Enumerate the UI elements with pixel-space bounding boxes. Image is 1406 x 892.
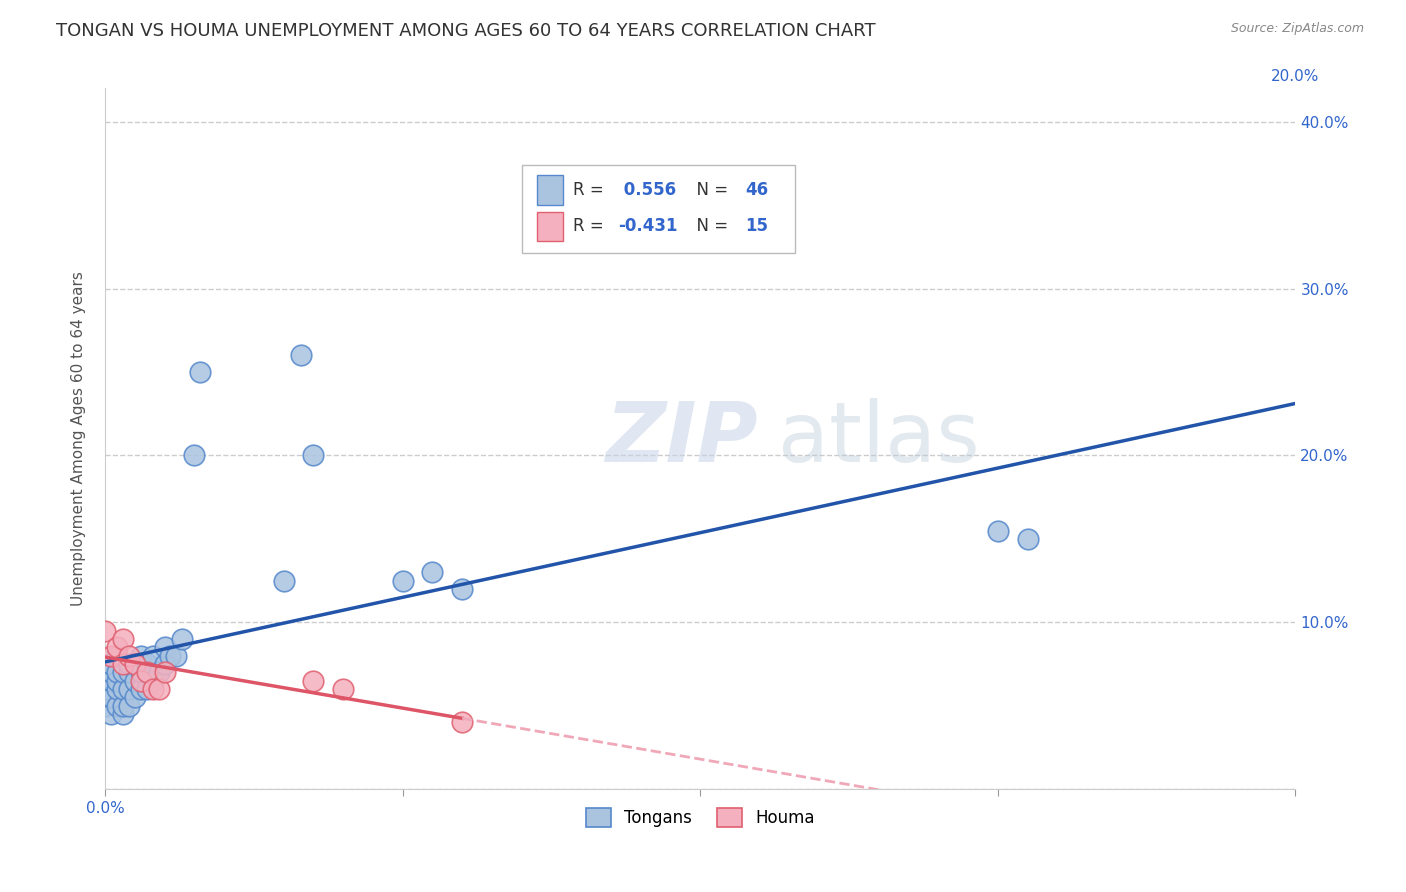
Point (451, 715, 474, 730)
Point (188, 365, 211, 379)
Point (111, 657, 134, 671)
Point (105, 673, 128, 688)
FancyBboxPatch shape (537, 176, 564, 205)
Point (124, 657, 146, 671)
Point (129, 648, 152, 663)
Point (153, 657, 176, 671)
Point (105, 640, 128, 655)
Text: N =: N = (686, 218, 734, 235)
Point (118, 698, 141, 713)
Text: R =: R = (572, 181, 609, 199)
Point (332, 682, 354, 697)
Point (159, 648, 181, 663)
Point (142, 682, 165, 697)
FancyBboxPatch shape (522, 166, 796, 253)
Point (105, 648, 128, 663)
Point (135, 682, 157, 697)
Point (94, 624, 117, 638)
Point (100, 648, 122, 663)
Point (135, 665, 157, 680)
Point (135, 657, 157, 671)
Text: -0.431: -0.431 (619, 218, 678, 235)
Point (100, 657, 122, 671)
Point (118, 648, 141, 663)
Point (391, 574, 413, 588)
Point (451, 582, 474, 596)
Point (100, 707, 122, 722)
Text: ZIP: ZIP (605, 399, 758, 479)
Point (94, 682, 117, 697)
Point (118, 682, 141, 697)
Point (124, 673, 146, 688)
Point (100, 673, 122, 688)
Text: TONGAN VS HOUMA UNEMPLOYMENT AMONG AGES 60 TO 64 YEARS CORRELATION CHART: TONGAN VS HOUMA UNEMPLOYMENT AMONG AGES … (56, 22, 876, 40)
Point (290, 348, 312, 362)
Point (105, 682, 128, 697)
Point (124, 657, 146, 671)
Point (118, 657, 141, 671)
Point (142, 648, 165, 663)
Point (987, 524, 1010, 538)
Point (148, 665, 170, 680)
Point (142, 673, 165, 688)
Point (165, 648, 187, 663)
Point (302, 673, 325, 688)
Legend: Tongans, Houma: Tongans, Houma (579, 801, 821, 833)
FancyBboxPatch shape (537, 211, 564, 241)
Point (422, 566, 444, 580)
Point (129, 673, 152, 688)
Text: atlas: atlas (778, 399, 980, 479)
Point (129, 665, 152, 680)
Point (124, 690, 146, 705)
Point (153, 665, 176, 680)
Point (111, 665, 134, 680)
Point (172, 632, 194, 646)
Text: 0.556: 0.556 (619, 181, 676, 199)
Point (100, 690, 122, 705)
Text: 46: 46 (745, 181, 769, 199)
Y-axis label: Unemployment Among Ages 60 to 64 years: Unemployment Among Ages 60 to 64 years (72, 271, 86, 607)
Point (111, 698, 134, 713)
Point (111, 707, 134, 722)
Point (111, 682, 134, 697)
Point (273, 574, 295, 588)
Point (111, 632, 134, 646)
Point (100, 665, 122, 680)
Text: 15: 15 (745, 218, 769, 235)
Point (105, 698, 128, 713)
Point (118, 665, 141, 680)
Text: N =: N = (686, 181, 734, 199)
Point (302, 449, 325, 463)
Point (183, 449, 205, 463)
Point (94, 698, 117, 713)
Point (148, 682, 170, 697)
Point (105, 665, 128, 680)
Point (153, 640, 176, 655)
Text: R =: R = (572, 218, 609, 235)
Text: Source: ZipAtlas.com: Source: ZipAtlas.com (1230, 22, 1364, 36)
Point (129, 682, 152, 697)
Point (1017, 532, 1039, 546)
